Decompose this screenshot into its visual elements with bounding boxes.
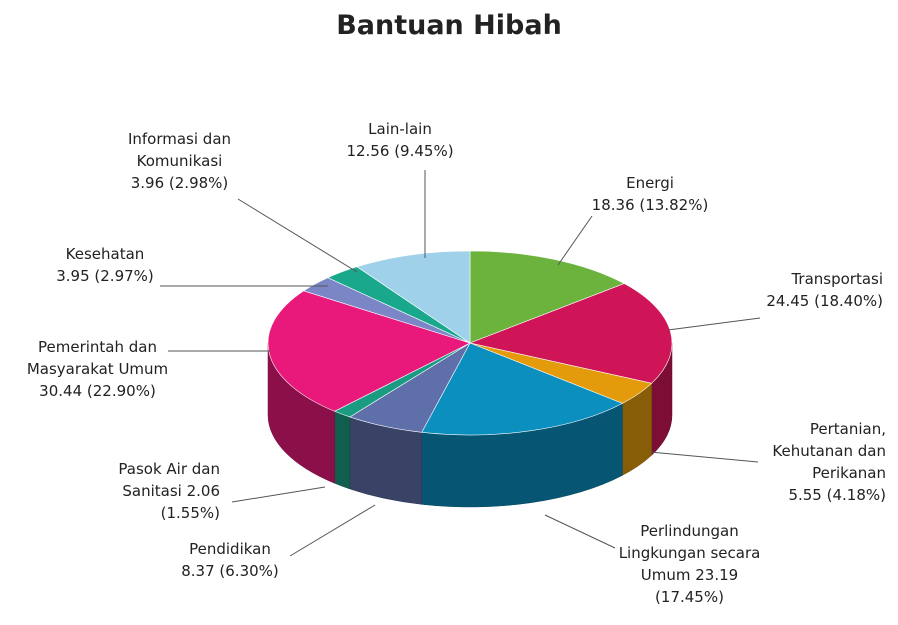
leader-lines — [160, 170, 761, 557]
data-label: Transportasi 24.45 (18.40%) — [735, 268, 883, 312]
leader-line — [557, 215, 593, 266]
value-label: 24.45 — [766, 292, 810, 310]
slice-side — [334, 410, 351, 490]
leader-line — [237, 198, 358, 273]
leader-line — [289, 504, 376, 557]
data-label: Informasi dan Komunikasi 3.96 (2.98%) — [112, 128, 247, 194]
data-label: Pasok Air dan Sanitasi 2.06 (1.55%) — [60, 458, 220, 524]
data-label: Lain-lain 12.56 (9.45%) — [335, 118, 465, 162]
category-name: Pemerintah dan Masyarakat Umum — [26, 338, 169, 378]
slice — [356, 250, 471, 344]
leader-line — [649, 451, 759, 463]
category-name: Pertanian, Kehutanan dan Perikanan — [772, 420, 886, 482]
slice — [468, 283, 673, 384]
value-label: 5.55 — [788, 486, 822, 504]
category-name: Informasi dan Komunikasi — [127, 130, 232, 170]
percent-label: (18.40%) — [814, 292, 883, 310]
category-name: Lain-lain — [368, 120, 432, 138]
percent-label: (2.98%) — [168, 174, 229, 192]
value-label: 3.95 — [56, 267, 90, 285]
value-label: 23.19 — [695, 566, 739, 584]
percent-label: (22.90%) — [86, 382, 156, 400]
value-label: 30.44 — [39, 382, 83, 400]
slice — [469, 250, 625, 344]
data-label: Pendidikan 8.37 (6.30%) — [160, 538, 300, 582]
category-name: Transportasi — [791, 270, 883, 288]
value-label: 3.96 — [130, 174, 165, 192]
data-label: Kesehatan 3.95 (2.97%) — [40, 243, 170, 287]
pie-tops — [267, 250, 673, 436]
leader-line — [231, 486, 326, 503]
data-label: Pemerintah dan Masyarakat Umum 30.44 (22.… — [20, 336, 175, 402]
percent-label: (4.18%) — [826, 486, 886, 504]
data-label: Pertanian, Kehutanan dan Perikanan 5.55 (… — [752, 418, 886, 506]
category-name: Pasok Air dan Sanitasi — [118, 460, 220, 500]
leader-line — [544, 514, 616, 549]
value-label: 8.37 — [181, 562, 215, 580]
category-name: Pendidikan — [189, 540, 271, 558]
percent-label: (13.82%) — [639, 196, 709, 214]
percent-label: (1.55%) — [160, 504, 220, 522]
data-label: Perlindungan Lingkungan secara Umum 23.1… — [602, 520, 777, 608]
slice — [267, 290, 471, 412]
category-name: Perlindungan Lingkungan secara Umum — [618, 522, 761, 584]
pie-sides — [267, 342, 673, 508]
value-label: 18.36 — [591, 196, 635, 214]
data-label: Energi 18.36 (13.82%) — [570, 172, 730, 216]
chart-title: Bantuan Hibah — [336, 10, 562, 41]
value-label: 2.06 — [186, 482, 220, 500]
percent-label: (17.45%) — [655, 588, 724, 606]
percent-label: (6.30%) — [219, 562, 279, 580]
percent-label: (2.97%) — [94, 267, 154, 285]
value-label: 12.56 — [346, 142, 390, 160]
percent-label: (9.45%) — [394, 142, 454, 160]
category-name: Energi — [626, 174, 674, 192]
category-name: Kesehatan — [65, 245, 145, 263]
slice — [421, 342, 624, 436]
leader-line — [667, 317, 761, 331]
